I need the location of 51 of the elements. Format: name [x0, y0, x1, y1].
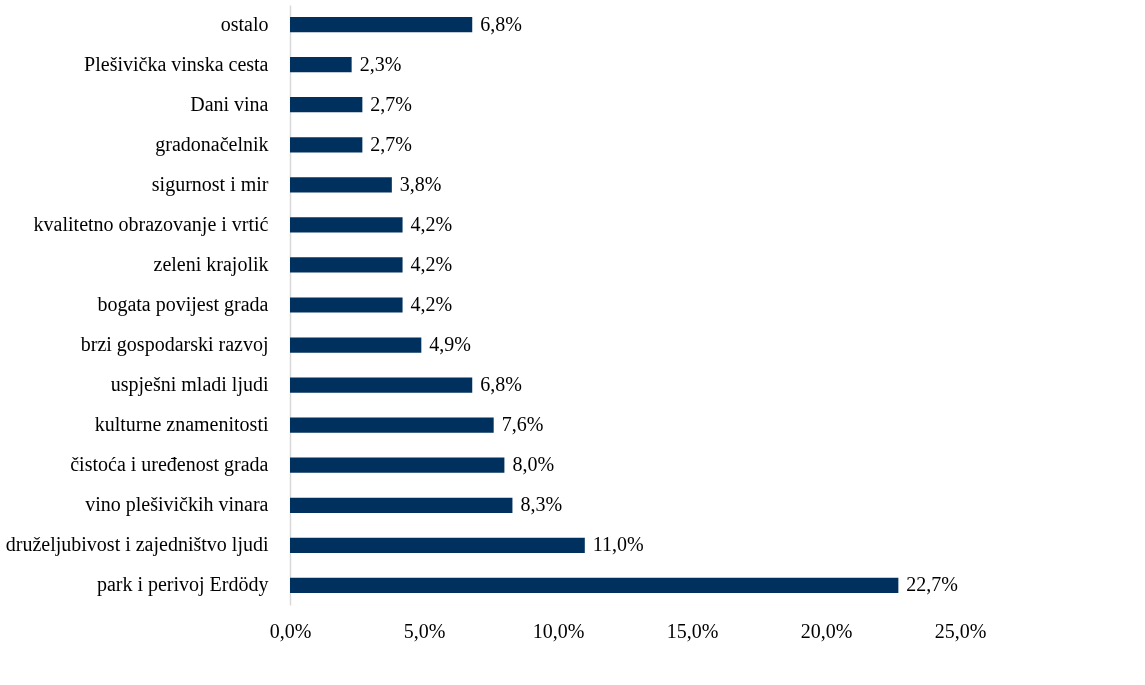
data-label: 4,2%: [410, 212, 453, 235]
y-tick-label: sigurnost i mir: [151, 172, 269, 196]
data-label: 2,7%: [370, 92, 413, 115]
data-label: 3,8%: [399, 172, 442, 195]
data-label: 4,2%: [410, 252, 453, 275]
bar: [290, 537, 585, 553]
data-label: 22,7%: [906, 573, 959, 596]
x-tick-label: 15,0%: [666, 619, 719, 642]
x-tick-label: 25,0%: [934, 619, 987, 642]
y-tick-label: kvalitetno obrazovanje i vrtić: [33, 212, 269, 236]
y-tick-label: park i perivoj Erdödy: [96, 573, 269, 597]
bar: [290, 177, 392, 193]
bar: [290, 17, 473, 33]
data-label: 11,0%: [592, 533, 644, 556]
bar: [290, 57, 352, 73]
bar: [290, 217, 403, 233]
y-tick-label: druželjubivost i zajedništvo ljudi: [5, 533, 269, 557]
x-tick-label: 5,0%: [403, 619, 446, 642]
bar: [290, 417, 494, 433]
bar: [290, 577, 899, 593]
y-tick-label: vino plešivičkih vinara: [85, 493, 269, 517]
bar: [290, 337, 422, 353]
y-tick-label: kulturne znamenitosti: [94, 413, 269, 436]
y-tick-label: uspješni mladi ljudi: [110, 373, 269, 397]
x-tick-label: 0,0%: [269, 619, 312, 642]
data-label: 6,8%: [480, 373, 522, 396]
y-tick-label: gradonačelnik: [155, 132, 269, 156]
y-tick-label: brzi gospodarski razvoj: [80, 333, 269, 357]
data-label: 2,3%: [359, 52, 402, 75]
bar: [290, 137, 363, 153]
data-label: 4,2%: [410, 293, 453, 315]
bar: [290, 377, 473, 393]
bar: [290, 297, 403, 313]
y-tick-label: Plešivička vinska cesta: [84, 52, 269, 75]
data-label: 7,6%: [501, 413, 544, 436]
data-label: 4,9%: [429, 333, 471, 356]
x-tick-label: 20,0%: [800, 619, 853, 642]
y-tick-label: čistoća i uređenost grada: [70, 453, 269, 477]
bar: [290, 97, 363, 113]
y-tick-label: bogata povijest grada: [97, 293, 269, 316]
bar: [290, 497, 513, 513]
data-label: 6,8%: [480, 12, 522, 35]
bar: [290, 457, 505, 473]
data-label: 8,0%: [512, 453, 555, 476]
y-tick-label: Dani vina: [190, 92, 269, 115]
data-label: 8,3%: [520, 493, 563, 516]
y-tick-label: ostalo: [220, 12, 269, 35]
y-tick-label: zeleni krajolik: [153, 252, 269, 276]
data-label: 2,7%: [370, 132, 413, 155]
bar: [290, 257, 403, 273]
x-tick-label: 10,0%: [532, 619, 585, 642]
